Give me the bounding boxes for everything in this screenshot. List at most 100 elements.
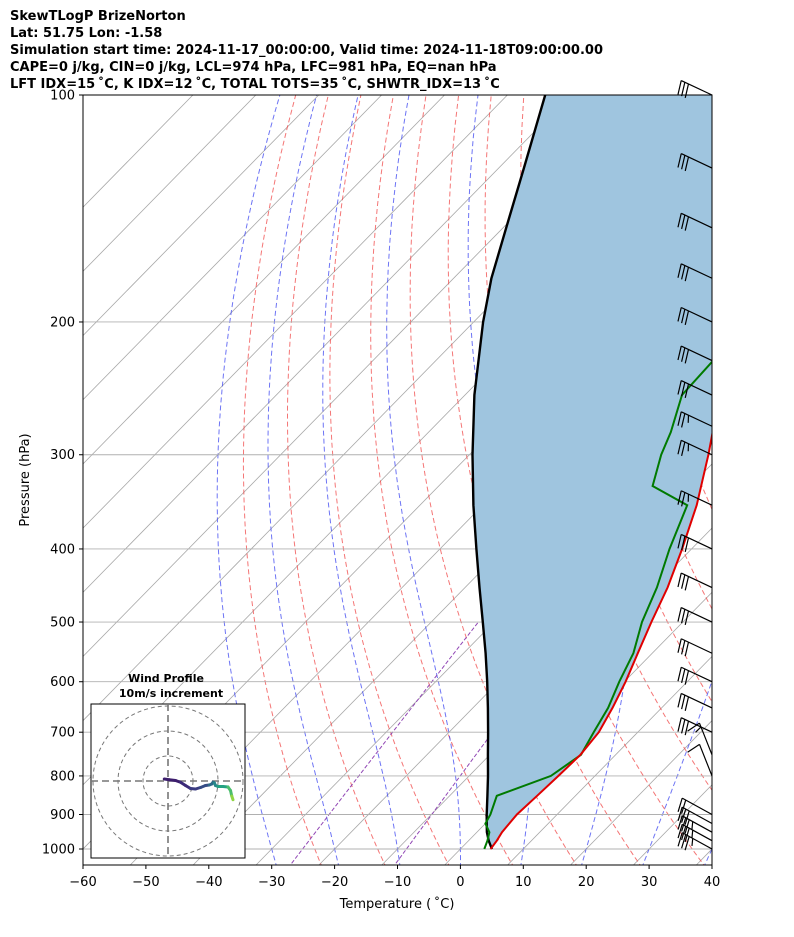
hodograph: Wind Profile 10m/s increment: [90, 672, 246, 859]
barb-flag: [681, 817, 687, 832]
barb-flag: [684, 810, 690, 825]
isotherm: [83, 95, 320, 337]
dry-adiabat: [242, 95, 322, 865]
barb-flag: [684, 216, 690, 231]
dewpoint-profile: [483, 360, 712, 850]
barb-flag: [681, 155, 686, 170]
isotherm: [83, 95, 508, 529]
barb-flag: [677, 797, 683, 813]
barb-flag: [677, 534, 682, 549]
wind-barb: [677, 638, 713, 657]
barb-flag: [677, 607, 682, 622]
y-tick-label: 900: [50, 808, 75, 823]
dry-adiabat: [752, 95, 794, 868]
wind-barb: [677, 806, 713, 825]
barb-flag: [681, 574, 686, 589]
barb-flag: [684, 349, 690, 364]
barb-shaft: [680, 411, 713, 427]
wind-barb: [677, 692, 713, 711]
dry-adiabat: [329, 95, 450, 865]
barb-shaft: [681, 797, 713, 816]
barb-shaft: [680, 306, 713, 323]
y-axis-label: Pressure (hPa): [18, 433, 33, 526]
barb-flag: [677, 815, 683, 830]
barb-flag: [681, 808, 687, 823]
barb-flag: [677, 213, 682, 228]
wind-barb: [677, 533, 713, 552]
x-tick-label: −20: [321, 875, 348, 890]
barb-shaft: [680, 666, 713, 683]
cape-cin-fill: [472, 95, 712, 849]
parcel-profile: [471, 95, 547, 850]
cape-line: CAPE=0 j/kg, CIN=0 j/kg, LCL=974 hPa, LF…: [10, 60, 497, 75]
barb-shaft: [680, 79, 713, 96]
dry-adiabat: [287, 95, 386, 865]
dry-adiabat: [784, 95, 794, 868]
time-line: Simulation start time: 2024-11-17_00:00:…: [10, 43, 603, 58]
dry-adiabat: [409, 95, 577, 865]
barb-flag: [684, 537, 690, 552]
barb-shaft: [680, 717, 713, 733]
isotherm: [83, 95, 257, 272]
wind-barb: [677, 212, 713, 231]
barb-flag: [681, 695, 686, 710]
x-tick-label: −30: [258, 875, 285, 890]
moist-adiabat: [267, 95, 340, 865]
dry-adiabat: [719, 95, 794, 868]
barb-flag: [677, 80, 682, 95]
temperature-profile: [489, 430, 712, 850]
barb-flag: [681, 347, 686, 362]
y-tick-label: 1000: [42, 843, 75, 858]
barb-flag: [677, 411, 682, 426]
isotherm: [83, 95, 382, 401]
barb-flag: [684, 383, 690, 399]
barb-shaft: [698, 722, 713, 756]
barb-flag: [681, 719, 686, 734]
barb-flag: [677, 824, 683, 839]
location-line: Lat: 51.75 Lon: -1.58: [10, 26, 163, 41]
hodograph-trace: [230, 794, 235, 802]
barb-flag: [681, 214, 686, 230]
barb-flag: [684, 696, 690, 711]
barb-shaft: [680, 490, 713, 506]
barb-shaft: [680, 607, 713, 623]
mixing-ratio-line: [289, 621, 479, 865]
barb-flag: [681, 799, 687, 814]
barb-flag: [677, 490, 682, 505]
y-axis-ticks: 1000 900 800 700 600 500 400 300 200 100: [42, 89, 83, 858]
barb-flag: [677, 440, 682, 455]
hodograph-plot: [91, 704, 245, 858]
barb-flag: [684, 267, 690, 282]
wind-barb: [677, 345, 713, 364]
barb-flag: [681, 826, 687, 841]
x-tick-label: −10: [384, 875, 411, 890]
barb-shaft: [680, 212, 713, 229]
wind-barb: [677, 79, 713, 99]
wind-barb: [677, 153, 713, 172]
isotherm: [570, 720, 712, 865]
barb-flag: [684, 156, 690, 172]
profiles: [471, 95, 712, 850]
barb-flag: [684, 836, 690, 851]
x-axis-label: Temperature ( ˚C): [339, 896, 455, 912]
barb-flag: [695, 726, 702, 733]
dry-adiabat: [370, 95, 514, 865]
wind-barb: [677, 490, 713, 507]
wind-barb: [677, 717, 713, 736]
x-tick-label: −60: [69, 875, 96, 890]
barb-shaft: [681, 806, 713, 824]
barb-flag: [681, 492, 686, 507]
barb-flag: [677, 307, 682, 322]
barb-flag: [691, 830, 694, 838]
hodograph-title: Wind Profile: [128, 672, 204, 685]
barb-flag: [687, 722, 700, 732]
y-tick-label: 200: [50, 315, 75, 330]
wind-barbs: [677, 79, 713, 851]
barb-flag: [681, 834, 687, 849]
barb-shaft: [680, 533, 713, 550]
x-tick-label: 40: [704, 875, 721, 890]
y-tick-label: 800: [50, 769, 75, 784]
moist-adiabat: [322, 95, 401, 865]
y-tick-label: 600: [50, 675, 75, 690]
wind-barb: [677, 572, 713, 591]
